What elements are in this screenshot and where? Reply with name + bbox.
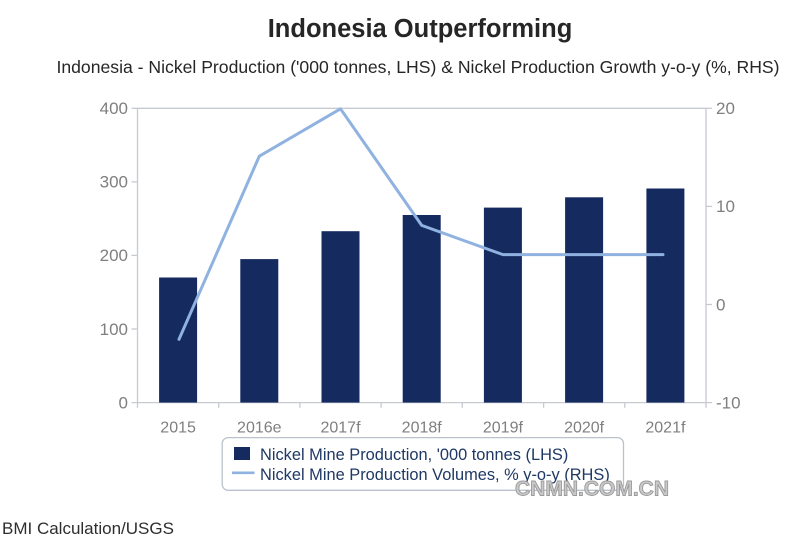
- svg-text:2016e: 2016e: [237, 420, 282, 437]
- svg-text:2017f: 2017f: [320, 420, 361, 437]
- svg-text:Nickel Mine Production Volumes: Nickel Mine Production Volumes, % y-o-y …: [260, 466, 610, 484]
- svg-text:300: 300: [100, 173, 128, 192]
- svg-text:20: 20: [716, 99, 735, 118]
- svg-text:CNMN.COM.CN: CNMN.COM.CN: [515, 478, 669, 501]
- svg-text:Indonesia - Nickel Production: Indonesia - Nickel Production ('000 tonn…: [56, 57, 779, 77]
- svg-text:Indonesia Outperforming: Indonesia Outperforming: [268, 15, 573, 43]
- svg-text:2019f: 2019f: [483, 420, 524, 437]
- svg-text:2020f: 2020f: [564, 420, 605, 437]
- svg-text:400: 400: [100, 99, 128, 118]
- svg-text:-10: -10: [716, 393, 741, 412]
- svg-text:2015: 2015: [160, 420, 196, 437]
- svg-text:Nickel Mine Production, '000 t: Nickel Mine Production, '000 tonnes (LHS…: [260, 446, 568, 464]
- svg-text:10: 10: [716, 197, 735, 216]
- svg-text:2021f: 2021f: [645, 420, 686, 437]
- svg-text:100: 100: [100, 320, 128, 339]
- svg-text:0: 0: [119, 393, 128, 412]
- svg-text:BMI Calculation/USGS: BMI Calculation/USGS: [2, 519, 174, 538]
- svg-text:0: 0: [716, 295, 725, 314]
- svg-text:2018f: 2018f: [402, 420, 443, 437]
- svg-text:200: 200: [100, 246, 128, 265]
